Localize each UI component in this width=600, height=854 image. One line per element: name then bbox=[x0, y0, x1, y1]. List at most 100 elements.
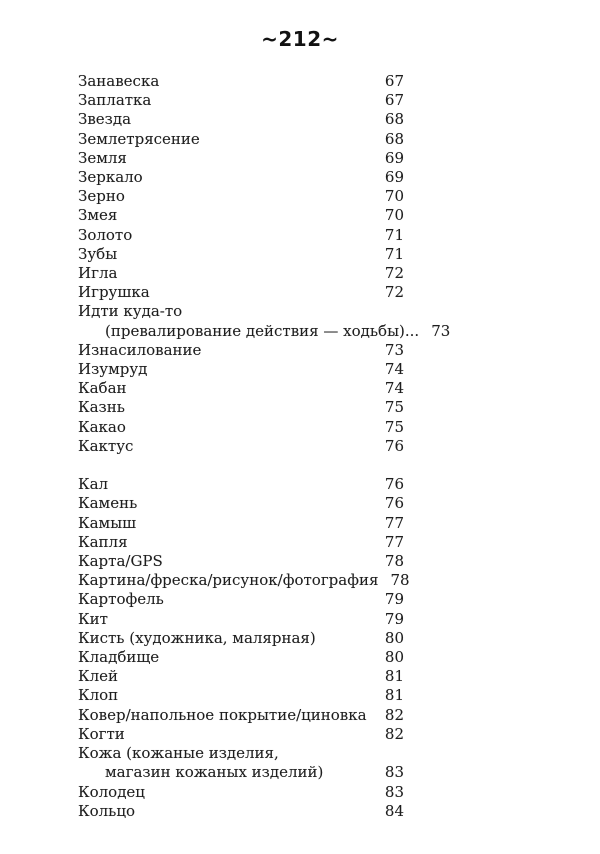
toc-entry: Земля 69 bbox=[78, 149, 404, 168]
toc-entry-line: Змея bbox=[78, 206, 118, 225]
toc-entry-label: Зеркало bbox=[78, 168, 143, 187]
toc-entry-page: 84 bbox=[384, 801, 404, 820]
toc-entry-line: Заплатка bbox=[78, 91, 152, 110]
toc-entry-page: 79 bbox=[384, 590, 404, 609]
toc-entry-label: Изнасилование bbox=[78, 341, 201, 360]
toc-entry-label: Кольцо bbox=[78, 802, 135, 821]
toc-entry: Зеркало 69 bbox=[78, 168, 404, 187]
toc-entry-label: Игрушка bbox=[78, 283, 150, 302]
toc-entry-label: Изумруд bbox=[78, 360, 147, 379]
toc-entry-line: Изумруд bbox=[78, 360, 148, 379]
toc-entry-line: Зеркало bbox=[78, 168, 143, 187]
toc-entry-page: 76 bbox=[384, 494, 404, 513]
toc-entry: Заплатка 67 bbox=[78, 91, 404, 110]
toc-entry-label: Ковер/напольное покрытие/циновка bbox=[78, 706, 367, 725]
toc-entry-label: Клоп bbox=[78, 686, 118, 705]
toc-entry-line: Звезда bbox=[78, 110, 132, 129]
toc-entry-label: Кит bbox=[78, 610, 108, 629]
toc-entry: Змея 70 bbox=[78, 206, 404, 225]
toc-entry-line: Казнь bbox=[78, 398, 125, 417]
toc-entry-line: Кисть (художника, малярная) bbox=[78, 628, 316, 647]
toc-entry-line: Кит bbox=[78, 609, 108, 628]
toc-entry-line: Кладбище bbox=[78, 648, 160, 667]
toc-entry-line: Зерно bbox=[78, 187, 125, 206]
toc-entry-page: 73 bbox=[384, 340, 404, 359]
toc-entry-page: 71 bbox=[384, 244, 404, 263]
toc-entry-page: 82 bbox=[384, 705, 404, 724]
toc-entry-label: Кладбище bbox=[78, 648, 159, 667]
toc-entry: Зерно 70 bbox=[78, 187, 404, 206]
toc-entry-line: Картина/фреска/рисунок/фотография bbox=[78, 571, 379, 590]
toc-entry: Землетрясение 68 bbox=[78, 130, 404, 149]
toc-entry-page: 78 bbox=[390, 571, 410, 590]
toc-entry: Картофель 79 bbox=[78, 590, 404, 609]
toc-entry-line: Землетрясение bbox=[78, 129, 200, 148]
toc-group: Занавеска 67 Заплатка 67 Звезда 68 Земле… bbox=[78, 72, 450, 456]
toc-entry-line: Камень bbox=[78, 494, 138, 513]
toc-entry: Капля 77 bbox=[78, 533, 404, 552]
toc-entry: Клоп 81 bbox=[78, 686, 404, 705]
toc-entry-page: 78 bbox=[384, 552, 404, 571]
toc-entry-line: Идти куда-то bbox=[78, 302, 183, 321]
toc-entry-page: 67 bbox=[384, 72, 404, 90]
toc-entry-label: Картофель bbox=[78, 590, 164, 609]
toc-entry: Изнасилование 73 bbox=[78, 341, 404, 360]
toc-entry-label: Картина/фреска/рисунок/фотография bbox=[78, 571, 378, 590]
toc-group: Кал 76 Камень 76 Камыш 77 Капля 77 Карта… bbox=[78, 475, 410, 821]
toc-entry-page: 83 bbox=[384, 763, 404, 782]
toc-entry-line: Земля bbox=[78, 148, 127, 167]
toc-entry-line: Кактус bbox=[78, 436, 134, 455]
toc-entry: Звезда 68 bbox=[78, 110, 404, 129]
toc-entry-page: 80 bbox=[384, 648, 404, 667]
toc-entry: Золото 71 bbox=[78, 226, 404, 245]
toc-entry-page: 77 bbox=[384, 513, 404, 532]
toc-entry-line: Картофель bbox=[78, 590, 164, 609]
toc-entry-page: 70 bbox=[384, 187, 404, 206]
toc-entry-page: 70 bbox=[384, 206, 404, 225]
toc-entry-line: Какао bbox=[78, 417, 126, 436]
toc-entry: Зубы 71 bbox=[78, 245, 404, 264]
toc-entry: Камень 76 bbox=[78, 494, 404, 513]
toc-entry-label: Кал bbox=[78, 475, 108, 494]
toc-entry: Занавеска 67 bbox=[78, 72, 404, 91]
toc-entry: Ковер/напольное покрытие/циновка 82 bbox=[78, 706, 404, 725]
toc-entry-page: 67 bbox=[384, 91, 404, 110]
toc-entry-page: 76 bbox=[384, 436, 404, 455]
toc-entry-label: Идти куда-то (превалирование действия — х… bbox=[78, 302, 419, 340]
toc-entry-line: Клоп bbox=[78, 686, 119, 705]
page-number-header: ~212~ bbox=[261, 27, 339, 51]
toc-entry-label: Золото bbox=[78, 226, 132, 245]
toc-entry-label: Карта/GPS bbox=[78, 552, 163, 571]
toc-entry-page: 83 bbox=[384, 782, 404, 801]
toc-entry-label: Камень bbox=[78, 494, 137, 513]
toc-entry-line: Камыш bbox=[78, 513, 137, 532]
toc-entry-label: Звезда bbox=[78, 110, 131, 129]
toc-entry-line: Колодец bbox=[78, 782, 145, 801]
toc-entry-page: 74 bbox=[384, 360, 404, 379]
toc-entry-label: Зубы bbox=[78, 245, 117, 264]
toc-entry-label: Казнь bbox=[78, 398, 125, 417]
toc-entry-line: Зубы bbox=[78, 244, 118, 263]
toc-entry-page: 71 bbox=[384, 225, 404, 244]
toc-entry-line: Капля bbox=[78, 532, 128, 551]
toc-entry-label: Игла bbox=[78, 264, 117, 283]
toc-entry-line: Занавеска bbox=[78, 72, 160, 90]
toc-entry-line-continuation: магазин кожаных изделий) bbox=[105, 763, 324, 782]
toc-entry-label: Змея bbox=[78, 206, 117, 225]
toc-entry: Кабан 74 bbox=[78, 379, 404, 398]
toc-entry-line-continuation: (превалирование действия — ходьбы)... bbox=[105, 321, 420, 340]
toc-entry: Кладбище 80 bbox=[78, 648, 404, 667]
toc-entry-label: Кактус bbox=[78, 437, 133, 456]
toc-entry: Кит 79 bbox=[78, 610, 404, 629]
toc-entry: Камыш 77 bbox=[78, 514, 404, 533]
toc-entry-line: Карта/GPS bbox=[78, 552, 163, 571]
toc-entry-label: Колодец bbox=[78, 783, 145, 802]
toc-entry: Колодец 83 bbox=[78, 783, 404, 802]
toc-entry-label: Какао bbox=[78, 418, 126, 437]
toc-entry-line: Игрушка bbox=[78, 283, 150, 302]
toc-entry-line: Кожа (кожаные изделия, bbox=[78, 744, 279, 763]
toc-entry-page: 76 bbox=[384, 475, 404, 494]
toc-entry-line: Игла bbox=[78, 264, 118, 283]
toc-entry: Кактус 76 bbox=[78, 437, 404, 456]
